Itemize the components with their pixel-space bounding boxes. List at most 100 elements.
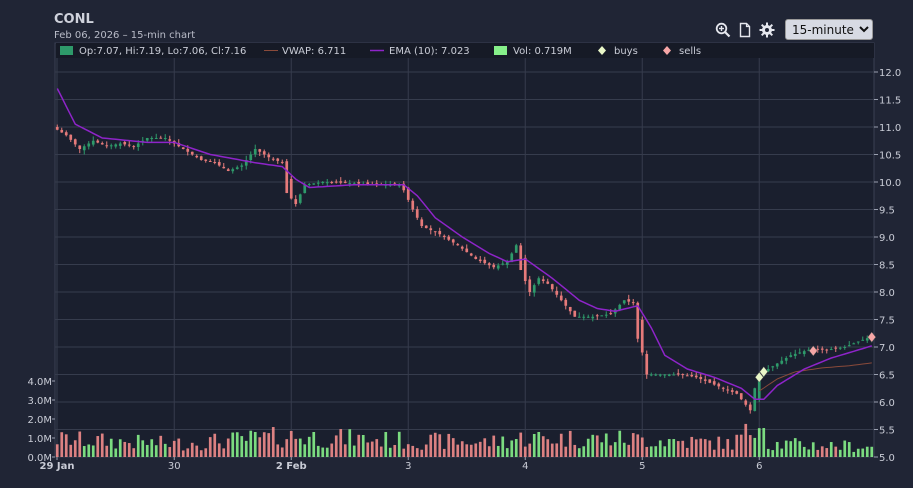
candle-body	[334, 181, 338, 183]
volume-bar	[496, 445, 500, 457]
candle-body	[537, 278, 541, 284]
candle-body	[820, 348, 824, 350]
candle-body	[564, 299, 568, 306]
volume-bar	[415, 448, 419, 457]
candle-body	[96, 140, 100, 143]
volume-bar	[321, 447, 325, 457]
price-tick-label: 8.5	[879, 261, 895, 272]
candle-body	[303, 184, 307, 194]
time-tick-label: 30	[168, 461, 181, 472]
candle-body	[352, 183, 356, 185]
volume-bar	[721, 448, 725, 457]
volume-bar	[825, 448, 829, 457]
volume-bar	[870, 446, 874, 457]
candle-body	[285, 161, 289, 193]
volume-bar	[667, 439, 671, 457]
volume-bar	[384, 432, 388, 457]
volume-bar	[703, 439, 707, 457]
candle-body	[312, 183, 316, 185]
legend-buys: buys	[614, 46, 638, 57]
volume-bar	[478, 441, 482, 457]
price-tick-label: 10.5	[879, 151, 901, 162]
volume-bar	[762, 428, 766, 457]
interval-select[interactable]: 15-minute	[785, 19, 873, 40]
volume-bar	[766, 448, 770, 457]
volume-bar	[285, 439, 289, 457]
candle-body	[55, 127, 59, 130]
price-tick-label: 11.0	[879, 123, 901, 134]
candle-body	[726, 389, 730, 391]
volume-bar	[289, 430, 293, 457]
candle-body	[249, 154, 253, 161]
buy-marker	[754, 371, 764, 383]
time-tick-label: 2 Feb	[276, 461, 307, 472]
volume-bar	[559, 433, 563, 457]
candle-body	[856, 341, 860, 343]
volume-bar	[393, 444, 397, 457]
candle-body	[802, 351, 806, 355]
candle-body	[780, 360, 784, 364]
volume-bar	[852, 451, 856, 457]
volume-bar	[730, 449, 734, 457]
candle-body	[658, 374, 662, 376]
volume-bar	[793, 438, 797, 457]
volume-bar	[789, 441, 793, 457]
zoom-in-icon[interactable]	[715, 22, 731, 38]
volume-bar	[591, 434, 595, 457]
volume-bar	[150, 439, 154, 457]
price-tick-label: 8.0	[879, 288, 895, 299]
volume-bar	[622, 442, 626, 457]
buy-marker	[759, 366, 769, 378]
candle-body	[532, 285, 536, 293]
volume-bar	[577, 448, 581, 457]
document-icon[interactable]	[737, 22, 753, 38]
volume-bar	[402, 448, 406, 457]
volume-bar	[123, 441, 127, 457]
volume-bar	[685, 447, 689, 457]
volume-bar	[487, 446, 491, 457]
volume-bar	[447, 433, 451, 457]
candle-body	[366, 182, 370, 185]
volume-bar	[690, 436, 694, 457]
volume-bar	[555, 443, 559, 457]
candle-body	[195, 155, 199, 158]
candle-body	[262, 151, 266, 155]
gear-icon[interactable]	[759, 22, 775, 38]
candle-body	[793, 353, 797, 356]
candle-body	[190, 151, 194, 155]
candle-body	[150, 138, 154, 139]
candle-body	[456, 244, 460, 246]
candle-body	[514, 245, 518, 253]
candle-body	[280, 161, 284, 163]
volume-bar	[267, 433, 271, 457]
candle-body	[415, 209, 419, 218]
candle-body	[843, 347, 847, 348]
candle-body	[294, 199, 298, 204]
candle-body	[244, 160, 248, 166]
volume-bar	[469, 444, 473, 457]
price-tick-label: 6.0	[879, 398, 895, 409]
candle-body	[100, 143, 104, 145]
volume-bar	[339, 429, 343, 457]
volume-bar	[298, 438, 302, 457]
legend-ohlc-swatch	[60, 46, 73, 55]
time-tick-label: 6	[756, 461, 762, 472]
candle-body	[559, 295, 563, 301]
volume-bar	[532, 433, 536, 457]
candle-body	[73, 139, 77, 145]
volume-bar	[568, 430, 572, 457]
volume-bar	[631, 433, 635, 457]
volume-bar	[708, 440, 712, 457]
candle-body	[703, 379, 707, 381]
candle-body	[505, 261, 509, 265]
candle-body	[420, 219, 424, 226]
candle-body	[181, 147, 185, 149]
volume-bar	[523, 446, 527, 457]
volume-bar	[550, 443, 554, 457]
volume-bar	[141, 440, 145, 457]
volume-bar	[541, 436, 545, 457]
candle-body	[118, 143, 122, 146]
candle-body	[438, 231, 442, 235]
candle-body	[478, 259, 482, 262]
